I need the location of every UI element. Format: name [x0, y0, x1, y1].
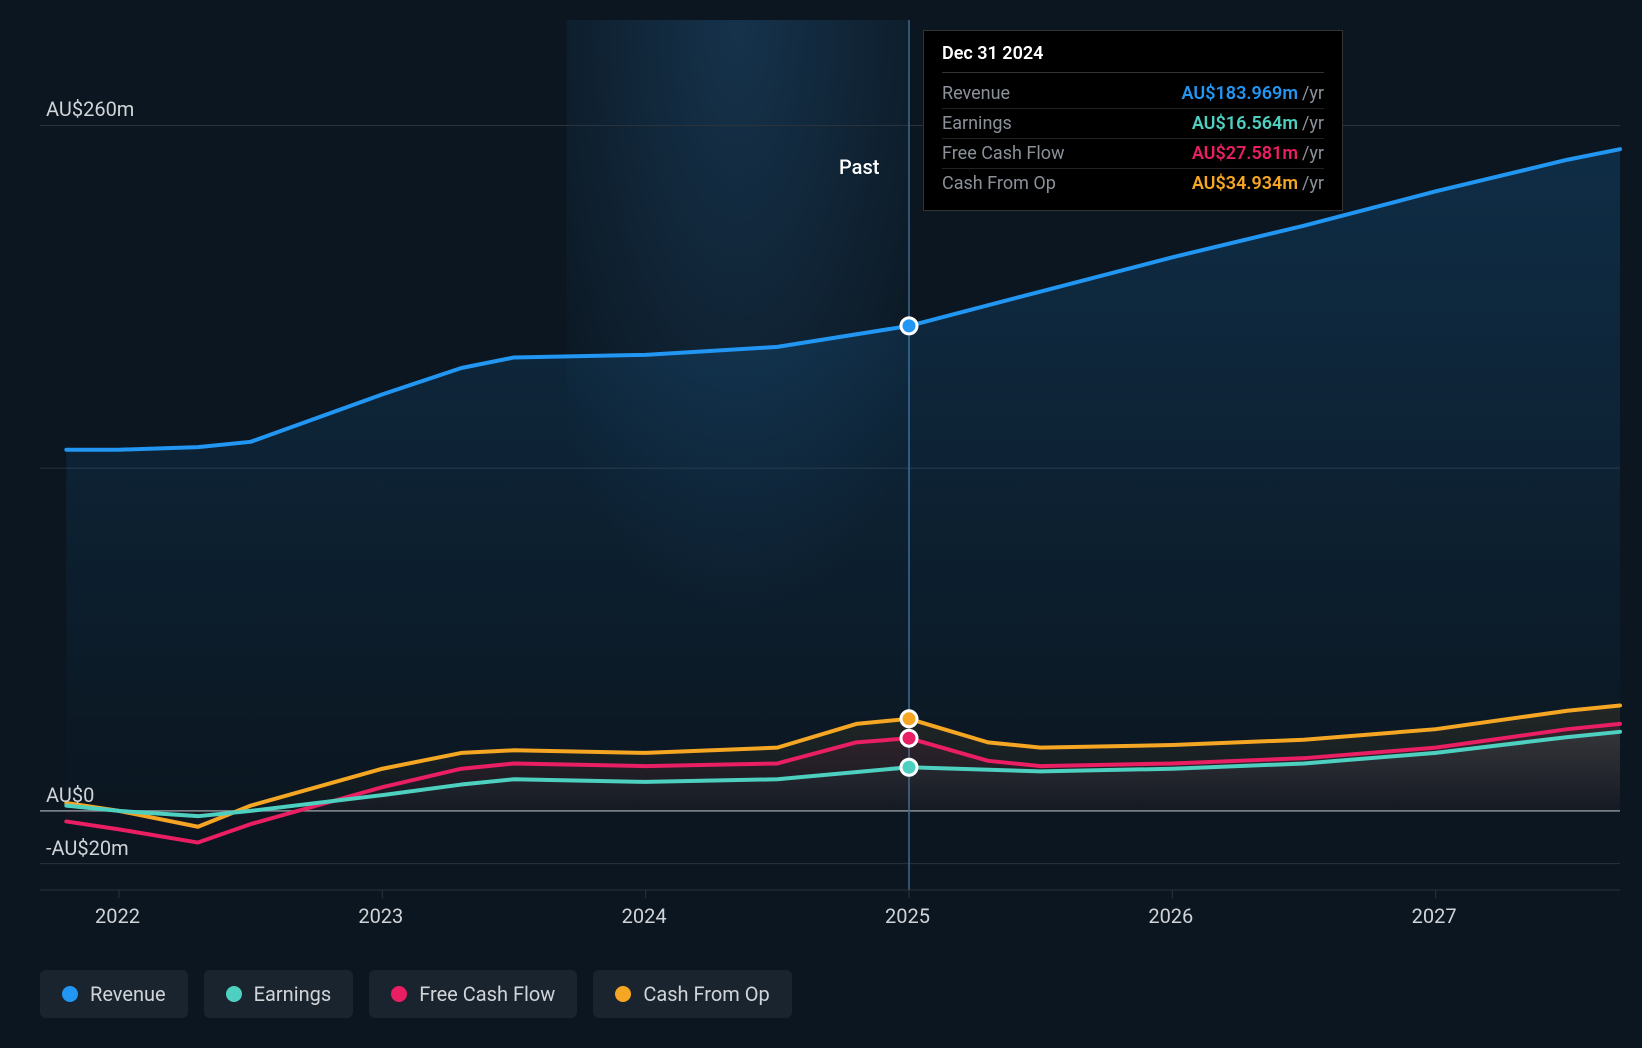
- y-tick-label: AU$0: [46, 783, 94, 807]
- x-tick-label: 2024: [622, 904, 667, 928]
- tooltip-row-unit: /yr: [1302, 173, 1324, 194]
- tooltip-row: Cash From Op AU$34.934m/yr: [942, 169, 1324, 198]
- x-tick-label: 2023: [358, 904, 403, 928]
- x-tick-label: 2026: [1148, 904, 1193, 928]
- legend-dot-icon: [615, 986, 631, 1002]
- legend-label: Free Cash Flow: [419, 982, 555, 1006]
- tooltip-date: Dec 31 2024: [942, 43, 1324, 73]
- tooltip-row-label: Earnings: [942, 113, 1012, 134]
- tooltip-row: Free Cash Flow AU$27.581m/yr: [942, 139, 1324, 169]
- legend-label: Earnings: [254, 982, 332, 1006]
- tooltip-row-value: AU$34.934m/yr: [1192, 173, 1324, 194]
- legend-item[interactable]: Earnings: [204, 970, 354, 1018]
- tooltip-row: Revenue AU$183.969m/yr: [942, 79, 1324, 109]
- tooltip-row-unit: /yr: [1302, 113, 1324, 134]
- tooltip-row-label: Free Cash Flow: [942, 143, 1065, 164]
- financials-chart[interactable]: AU$0 AU$260m -AU$20m 2022 2023 2024 2025 2026 2…: [0, 0, 1642, 1048]
- legend-dot-icon: [226, 986, 242, 1002]
- past-section-label: Past: [839, 155, 879, 179]
- x-tick-label: 2022: [95, 904, 140, 928]
- legend-item[interactable]: Revenue: [40, 970, 188, 1018]
- chart-legend: Revenue Earnings Free Cash Flow Cash From O…: [40, 970, 792, 1018]
- x-tick-label: 2027: [1412, 904, 1457, 928]
- y-tick-label: AU$260m: [46, 97, 134, 121]
- tooltip-row-unit: /yr: [1302, 143, 1324, 164]
- chart-tooltip: Dec 31 2024 Revenue AU$183.969m/yr Earning…: [923, 30, 1343, 211]
- x-tick-label: 2025: [885, 904, 930, 928]
- tooltip-row: Earnings AU$16.564m/yr: [942, 109, 1324, 139]
- tooltip-row-value: AU$27.581m/yr: [1192, 143, 1324, 164]
- legend-dot-icon: [62, 986, 78, 1002]
- tooltip-row-label: Revenue: [942, 83, 1010, 104]
- tooltip-row-value: AU$16.564m/yr: [1192, 113, 1324, 134]
- tooltip-row-value: AU$183.969m/yr: [1182, 83, 1324, 104]
- tooltip-row-unit: /yr: [1302, 83, 1324, 104]
- legend-label: Revenue: [90, 982, 166, 1006]
- chart-svg[interactable]: [0, 0, 1642, 960]
- y-tick-label: -AU$20m: [46, 836, 129, 860]
- legend-label: Cash From Op: [643, 982, 769, 1006]
- legend-item[interactable]: Free Cash Flow: [369, 970, 577, 1018]
- legend-dot-icon: [391, 986, 407, 1002]
- legend-item[interactable]: Cash From Op: [593, 970, 791, 1018]
- tooltip-row-label: Cash From Op: [942, 173, 1056, 194]
